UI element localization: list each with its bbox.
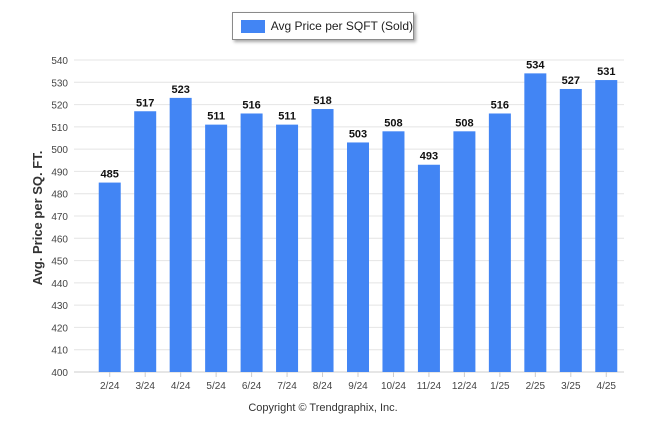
data-label: 523	[171, 84, 189, 96]
bars	[98, 73, 618, 373]
bar	[347, 142, 369, 372]
x-tick-label: 4/25	[597, 381, 617, 392]
legend-label: Avg Price per SQFT (Sold)	[270, 19, 413, 33]
data-label: 493	[420, 151, 438, 163]
legend-swatch	[241, 19, 265, 33]
legend: Avg Price per SQFT (Sold)	[232, 12, 414, 40]
data-label: 503	[349, 128, 367, 140]
x-axis-ticks: 2/24 3/24 4/24 5/24 6/24 7/24 8/24 9/24 10/24 11/…	[100, 372, 616, 392]
bar	[453, 131, 476, 372]
bar	[311, 109, 334, 373]
x-tick-label: 3/25	[561, 381, 581, 392]
bar	[524, 73, 547, 372]
y-tick-label: 500	[51, 145, 68, 156]
y-tick-label: 540	[51, 56, 68, 67]
y-tick-label: 440	[51, 279, 68, 290]
bar	[276, 124, 299, 372]
data-label: 534	[526, 59, 545, 71]
y-tick-label: 490	[51, 167, 68, 178]
data-label: 527	[562, 75, 580, 87]
y-tick-label: 510	[51, 123, 68, 134]
x-tick-label: 12/24	[452, 381, 477, 392]
x-tick-label: 5/24	[206, 381, 226, 392]
data-labels: 485 517 523 511 516 511 518 503 508 493 508 516 534 5…	[101, 59, 616, 180]
bar	[205, 124, 228, 372]
y-tick-label: 530	[51, 78, 68, 89]
y-tick-label: 470	[51, 212, 68, 223]
bar	[382, 131, 405, 372]
x-tick-label: 6/24	[242, 381, 262, 392]
x-tick-label: 11/24	[417, 381, 442, 392]
x-tick-label: 7/24	[277, 381, 297, 392]
bar	[134, 111, 157, 372]
y-tick-label: 430	[51, 301, 68, 312]
x-tick-label: 10/24	[381, 381, 406, 392]
y-tick-label: 450	[51, 257, 68, 268]
y-tick-label: 480	[51, 190, 68, 201]
data-label: 511	[278, 111, 296, 123]
data-label: 508	[384, 117, 402, 129]
y-axis-label: Avg. Price per SQ. FT.	[30, 151, 45, 286]
x-tick-label: 8/24	[313, 381, 333, 392]
y-tick-label: 410	[51, 346, 68, 357]
x-tick-label: 3/24	[135, 381, 155, 392]
y-tick-label: 420	[51, 323, 68, 334]
bar	[417, 164, 440, 372]
x-tick-label: 9/24	[348, 381, 368, 392]
data-label: 517	[136, 97, 154, 109]
bar	[98, 182, 121, 372]
y-tick-label: 400	[51, 368, 68, 379]
x-tick-label: 1/25	[490, 381, 510, 392]
bar	[169, 97, 192, 372]
x-tick-label: 2/24	[100, 381, 120, 392]
data-label: 508	[455, 117, 473, 129]
x-tick-label: 4/24	[171, 381, 191, 392]
x-tick-label: 2/25	[526, 381, 546, 392]
y-tick-label: 520	[51, 101, 68, 112]
data-label: 516	[491, 99, 509, 111]
bar	[559, 88, 582, 372]
data-label: 511	[207, 111, 225, 123]
copyright-footer: Copyright © Trendgraphix, Inc.	[248, 402, 398, 414]
y-tick-label: 460	[51, 234, 68, 245]
data-label: 485	[101, 169, 119, 181]
bar	[595, 80, 618, 373]
data-label: 518	[313, 95, 331, 107]
bar	[488, 113, 511, 372]
y-axis-ticks: 400 410 420 430 440 450 460 470 480 490 500 510 520 5…	[51, 56, 68, 379]
bar	[240, 113, 263, 372]
data-label: 531	[597, 66, 615, 78]
data-label: 516	[242, 99, 260, 111]
